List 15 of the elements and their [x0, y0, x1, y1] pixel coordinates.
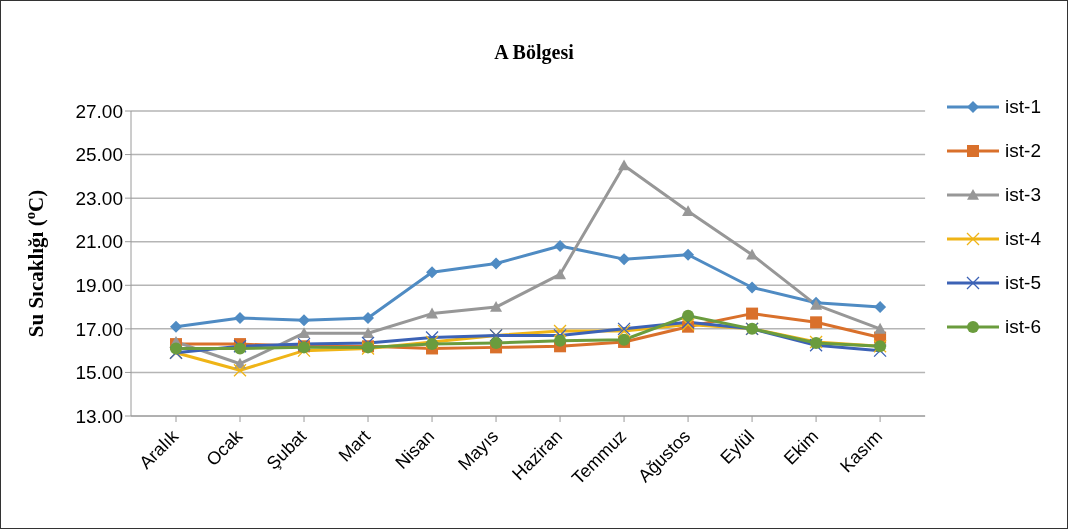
chart-title: A Bölgesi	[493, 41, 575, 64]
legend-label: ist-3	[1005, 184, 1041, 206]
y-tick-label: 21.00	[75, 231, 123, 253]
legend-label: ist-6	[1005, 316, 1041, 338]
y-tick-label: 13.00	[75, 405, 123, 427]
legend-label: ist-1	[1005, 96, 1041, 118]
legend-label: ist-5	[1005, 272, 1041, 294]
y-tick-label: 17.00	[75, 318, 123, 340]
y-tick-label: 27.00	[75, 100, 123, 122]
y-tick-label: 19.00	[75, 275, 123, 297]
legend-label: ist-2	[1005, 140, 1041, 162]
legend-label: ist-4	[1005, 228, 1041, 250]
y-tick-label: 15.00	[75, 362, 123, 384]
y-tick-label: 25.00	[75, 144, 123, 166]
y-tick-label: 23.00	[75, 187, 123, 209]
